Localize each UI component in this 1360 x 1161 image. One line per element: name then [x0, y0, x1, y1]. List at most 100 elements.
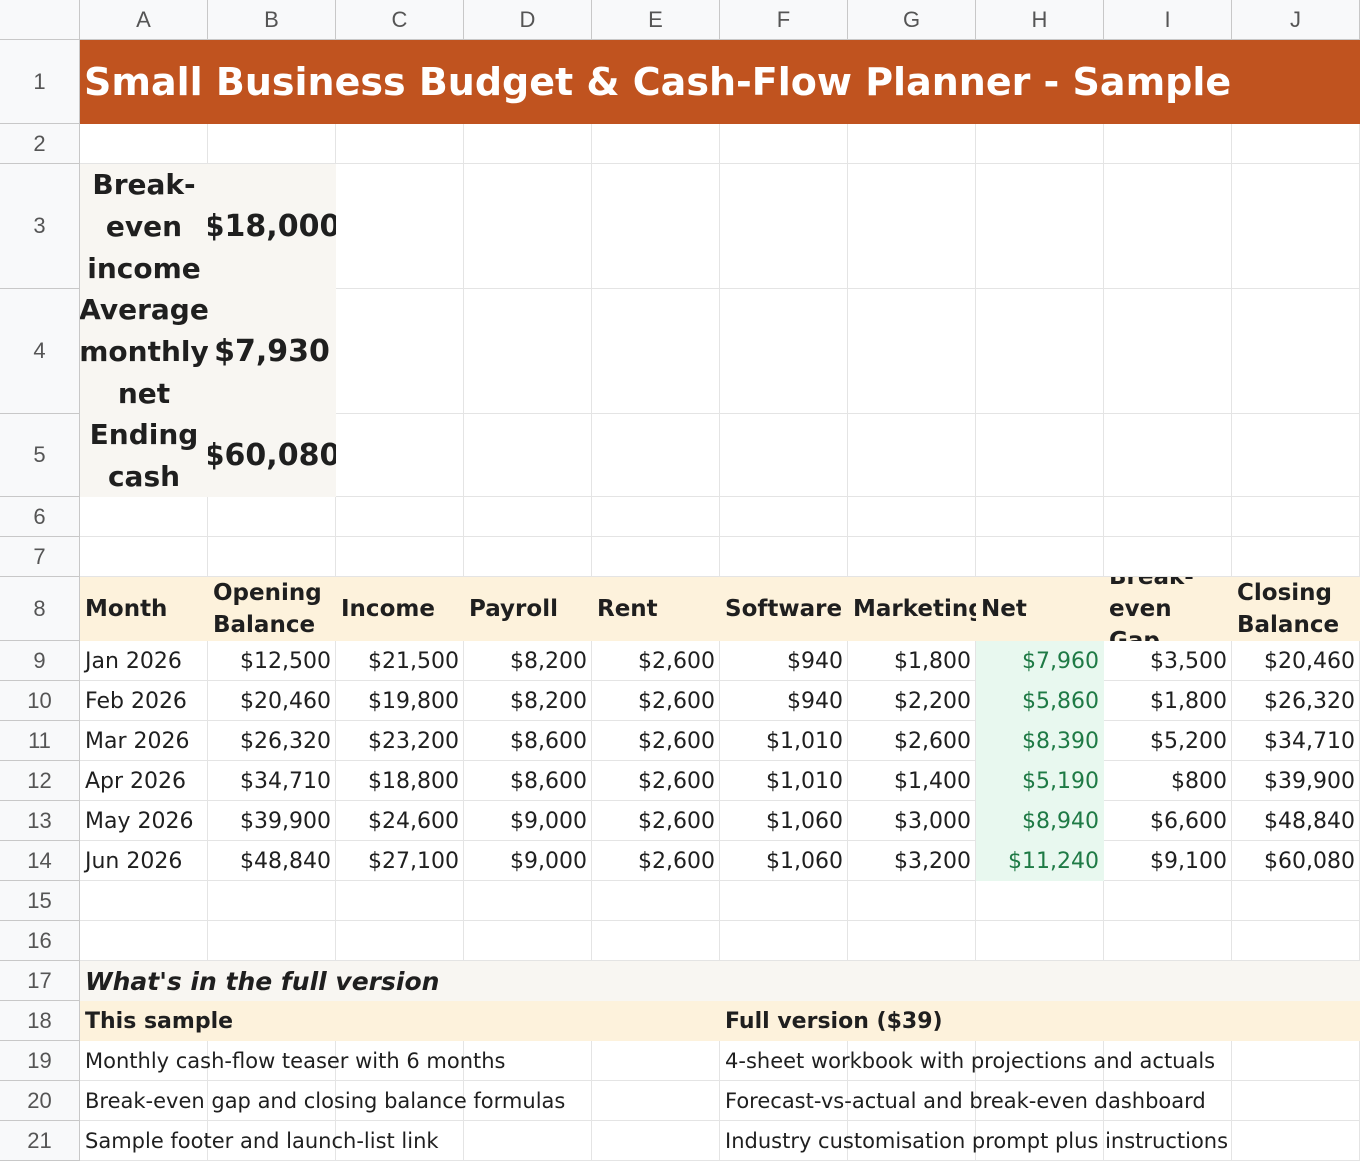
row-header-10[interactable]: 10	[0, 681, 80, 721]
table-cell[interactable]: $2,600	[638, 808, 715, 834]
column-header-i[interactable]: I	[1104, 0, 1232, 40]
row-header-20[interactable]: 20	[0, 1081, 80, 1121]
table-header-cell[interactable]: Payroll	[469, 596, 558, 622]
table-cell[interactable]: $940	[787, 688, 843, 714]
table-cell[interactable]: $2,200	[894, 688, 971, 714]
column-header-f[interactable]: F	[720, 0, 848, 40]
table-cell[interactable]: $5,860	[1022, 688, 1099, 714]
kpi-value[interactable]: $7,930	[214, 334, 330, 369]
table-cell[interactable]: $8,600	[510, 728, 587, 754]
table-cell[interactable]: $3,500	[1150, 648, 1227, 674]
table-cell[interactable]: $23,200	[368, 728, 459, 754]
table-cell[interactable]: $6,600	[1150, 808, 1227, 834]
column-header-b[interactable]: B	[208, 0, 336, 40]
select-all-corner[interactable]	[0, 0, 80, 40]
table-cell[interactable]: $8,940	[1022, 808, 1099, 834]
table-header-cell[interactable]: Break-even Gap	[1109, 577, 1194, 641]
kpi-value[interactable]: $60,080	[208, 438, 336, 473]
table-cell[interactable]: $9,100	[1150, 848, 1227, 874]
table-cell[interactable]: $27,100	[368, 848, 459, 874]
table-cell[interactable]: $1,400	[894, 768, 971, 794]
sample-feature[interactable]: Monthly cash-flow teaser with 6 months	[85, 1049, 506, 1073]
row-header-15[interactable]: 15	[0, 881, 80, 921]
table-cell[interactable]: $8,200	[510, 688, 587, 714]
table-cell[interactable]: $800	[1171, 768, 1227, 794]
row-header-3[interactable]: 3	[0, 164, 80, 289]
table-cell[interactable]: $2,600	[894, 728, 971, 754]
row-header-18[interactable]: 18	[0, 1001, 80, 1041]
column-header-a[interactable]: A	[80, 0, 208, 40]
table-header-cell[interactable]: Marketing	[853, 596, 976, 622]
table-cell[interactable]: $2,600	[638, 648, 715, 674]
month-cell[interactable]: May 2026	[85, 808, 194, 834]
table-cell[interactable]: $8,200	[510, 648, 587, 674]
table-cell[interactable]: $21,500	[368, 648, 459, 674]
row-header-1[interactable]: 1	[0, 40, 80, 124]
full-column-header[interactable]: Full version ($39)	[725, 1008, 943, 1034]
kpi-label[interactable]: Ending cash	[89, 417, 199, 493]
table-cell[interactable]: $2,600	[638, 688, 715, 714]
table-cell[interactable]: $3,200	[894, 848, 971, 874]
table-cell[interactable]: $1,060	[766, 848, 843, 874]
table-cell[interactable]: $9,000	[510, 848, 587, 874]
row-header-7[interactable]: 7	[0, 537, 80, 577]
table-cell[interactable]: $7,960	[1022, 648, 1099, 674]
kpi-label[interactable]: Average monthly net	[80, 292, 208, 410]
sheet-title[interactable]: Small Business Budget & Cash-Flow Planne…	[84, 60, 1232, 104]
sample-column-header[interactable]: This sample	[85, 1008, 234, 1034]
column-header-c[interactable]: C	[336, 0, 464, 40]
table-cell[interactable]: $9,000	[510, 808, 587, 834]
table-header-cell[interactable]: Opening Balance	[213, 580, 322, 638]
table-cell[interactable]: $60,080	[1264, 848, 1355, 874]
full-version-heading[interactable]: What's in the full version	[85, 966, 440, 996]
table-header-cell[interactable]: Software	[725, 596, 843, 622]
row-header-9[interactable]: 9	[0, 641, 80, 681]
table-cell[interactable]: $3,000	[894, 808, 971, 834]
sample-feature[interactable]: Sample footer and launch-list link	[85, 1129, 439, 1153]
column-header-g[interactable]: G	[848, 0, 976, 40]
table-cell[interactable]: $5,200	[1150, 728, 1227, 754]
column-header-e[interactable]: E	[592, 0, 720, 40]
table-cell[interactable]: $1,010	[766, 728, 843, 754]
table-cell[interactable]: $24,600	[368, 808, 459, 834]
table-cell[interactable]: $39,900	[1264, 768, 1355, 794]
table-cell[interactable]: $20,460	[240, 688, 331, 714]
table-header-cell[interactable]: Rent	[597, 596, 658, 622]
table-cell[interactable]: $940	[787, 648, 843, 674]
row-header-8[interactable]: 8	[0, 577, 80, 641]
month-cell[interactable]: Apr 2026	[85, 768, 187, 794]
row-header-19[interactable]: 19	[0, 1041, 80, 1081]
table-cell[interactable]: $8,600	[510, 768, 587, 794]
table-cell[interactable]: $26,320	[240, 728, 331, 754]
table-cell[interactable]: $26,320	[1264, 688, 1355, 714]
kpi-value[interactable]: $18,000	[208, 209, 336, 244]
table-header-cell[interactable]: Net	[981, 596, 1027, 622]
table-cell[interactable]: $20,460	[1264, 648, 1355, 674]
row-header-14[interactable]: 14	[0, 841, 80, 881]
table-cell[interactable]: $1,010	[766, 768, 843, 794]
full-feature[interactable]: Industry customisation prompt plus instr…	[725, 1129, 1229, 1153]
table-cell[interactable]: $2,600	[638, 848, 715, 874]
full-feature[interactable]: Forecast-vs-actual and break-even dashbo…	[725, 1089, 1206, 1113]
row-header-17[interactable]: 17	[0, 961, 80, 1001]
kpi-label[interactable]: Break-even income	[87, 167, 201, 285]
row-header-16[interactable]: 16	[0, 921, 80, 961]
table-cell[interactable]: $12,500	[240, 648, 331, 674]
table-cell[interactable]: $34,710	[240, 768, 331, 794]
column-header-h[interactable]: H	[976, 0, 1104, 40]
table-header-cell[interactable]: Income	[341, 596, 435, 622]
row-header-2[interactable]: 2	[0, 124, 80, 164]
table-cell[interactable]: $1,800	[894, 648, 971, 674]
table-cell[interactable]: $39,900	[240, 808, 331, 834]
month-cell[interactable]: Jan 2026	[85, 648, 182, 674]
row-header-13[interactable]: 13	[0, 801, 80, 841]
table-cell[interactable]: $5,190	[1022, 768, 1099, 794]
row-header-6[interactable]: 6	[0, 497, 80, 537]
table-cell[interactable]: $48,840	[1264, 808, 1355, 834]
table-cell[interactable]: $8,390	[1022, 728, 1099, 754]
table-cell[interactable]: $11,240	[1008, 848, 1099, 874]
row-header-12[interactable]: 12	[0, 761, 80, 801]
table-cell[interactable]: $2,600	[638, 768, 715, 794]
table-cell[interactable]: $18,800	[368, 768, 459, 794]
